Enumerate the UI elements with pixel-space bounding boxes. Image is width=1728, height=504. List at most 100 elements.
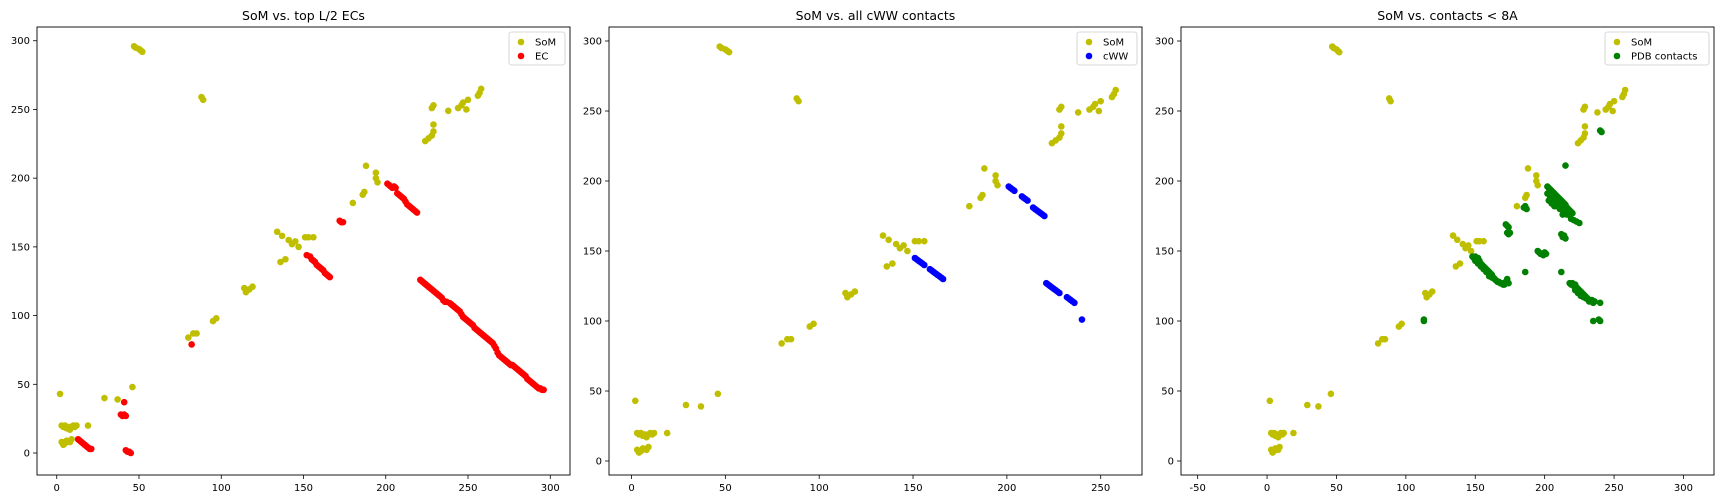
data-point — [1449, 232, 1457, 239]
y-tick-label: 100 — [11, 311, 30, 322]
data-point — [305, 233, 312, 241]
data-point — [981, 165, 988, 172]
data-point — [1542, 250, 1550, 258]
legend-label: EC — [535, 52, 548, 63]
y-tick-label: 150 — [11, 242, 30, 253]
data-point — [1505, 279, 1512, 287]
data-point — [1024, 197, 1031, 204]
data-point — [778, 340, 785, 347]
data-point — [1420, 317, 1428, 325]
data-point — [1594, 109, 1601, 116]
y-tick-label: 250 — [11, 105, 30, 116]
data-point — [1569, 209, 1576, 217]
series-1 — [1266, 43, 1629, 456]
y-tick-label: 0 — [596, 457, 602, 468]
data-point — [1453, 236, 1461, 244]
data-point — [87, 445, 95, 453]
data-point — [1533, 172, 1540, 179]
data-point — [444, 107, 452, 115]
data-point — [1558, 268, 1565, 276]
axes-frame — [36, 26, 571, 476]
data-point — [339, 218, 347, 226]
data-point — [966, 202, 973, 210]
data-point — [1456, 260, 1464, 267]
axes-frame — [1180, 26, 1715, 476]
x-tick-label: 150 — [294, 483, 313, 494]
legend: SoM PDB contacts — [1604, 31, 1710, 66]
legend: SoM cWW — [1076, 31, 1138, 66]
data-point — [1581, 123, 1589, 130]
data-point — [1562, 162, 1569, 169]
data-point — [392, 184, 399, 192]
data-point — [1598, 128, 1605, 136]
data-point — [787, 335, 795, 343]
y-tick-label: 100 — [1155, 317, 1174, 328]
data-point — [213, 315, 220, 322]
data-point — [714, 390, 722, 398]
y-tick-label: 200 — [11, 174, 30, 185]
data-point — [1071, 299, 1078, 307]
data-point — [249, 283, 256, 291]
legend-marker — [517, 38, 525, 46]
data-point — [430, 128, 437, 135]
x-tick-label: 300 — [541, 483, 560, 494]
legend-marker — [1085, 38, 1093, 46]
data-point — [1562, 235, 1569, 242]
series-2 — [1420, 127, 1605, 325]
data-point — [362, 162, 370, 170]
data-point — [1521, 268, 1529, 276]
data-point — [725, 48, 733, 56]
data-point — [1559, 211, 1567, 218]
x-tick-label: 200 — [1535, 483, 1554, 494]
legend-marker — [517, 52, 525, 60]
data-point — [810, 320, 817, 328]
data-point — [193, 330, 200, 337]
x-tick-label: 50 — [1330, 483, 1343, 494]
data-point — [1589, 317, 1597, 325]
data-point — [992, 172, 999, 179]
data-point — [1095, 107, 1103, 115]
data-point — [1467, 247, 1475, 255]
data-point — [1556, 205, 1564, 213]
data-point — [1596, 299, 1604, 307]
data-point — [904, 247, 911, 255]
plot-points — [1266, 43, 1629, 456]
data-point — [1057, 130, 1065, 137]
x-tick-label: 50 — [133, 483, 146, 494]
data-point — [1374, 340, 1382, 347]
subplot-3: SoM vs. contacts < 8A -50 0 50 100 150 200 250 3… — [1155, 8, 1715, 494]
data-point — [851, 288, 859, 295]
data-point — [326, 273, 334, 281]
chart-title: SoM vs. all cWW contacts — [796, 8, 956, 23]
data-point — [915, 237, 922, 245]
data-point — [1621, 86, 1629, 94]
data-point — [1491, 275, 1498, 283]
data-point — [1585, 298, 1593, 305]
legend-label: SoM — [535, 38, 556, 49]
data-point — [273, 228, 281, 236]
x-tick-label: 250 — [1605, 483, 1624, 494]
x-tick-label: 150 — [903, 483, 922, 494]
y-tick-label: 150 — [583, 247, 602, 258]
legend-label: PDB contacts — [1631, 52, 1697, 63]
data-point — [939, 275, 947, 283]
data-point — [1398, 320, 1405, 328]
data-point — [697, 403, 705, 410]
legend-label: cWW — [1103, 52, 1128, 63]
chart-title: SoM vs. top L/2 ECs — [242, 8, 365, 23]
y-tick-label: 50 — [17, 380, 30, 391]
data-point — [1534, 181, 1542, 189]
data-point — [1056, 289, 1063, 297]
y-tick-label: 150 — [1155, 247, 1174, 258]
x-tick-label: 0 — [54, 483, 60, 494]
data-point — [477, 85, 485, 93]
series-1 — [56, 42, 485, 449]
data-point — [56, 390, 64, 398]
data-point — [879, 232, 887, 239]
x-tick-label: 100 — [1396, 483, 1415, 494]
data-point — [1078, 316, 1086, 323]
y-tick-label: 250 — [1155, 107, 1174, 118]
data-point — [73, 422, 80, 429]
data-point — [1513, 202, 1521, 210]
data-point — [1576, 219, 1583, 227]
